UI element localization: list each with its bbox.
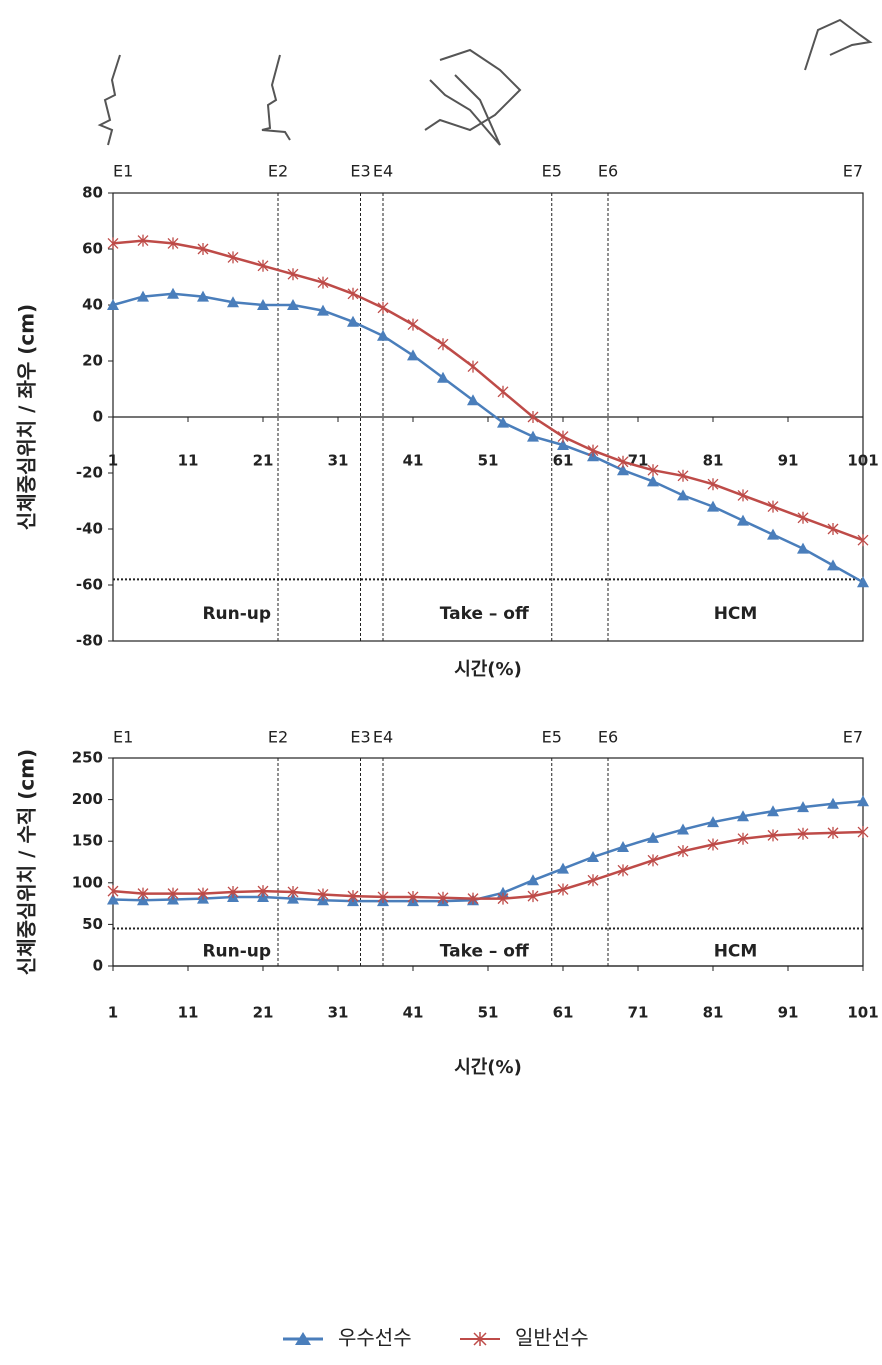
stick-figure — [805, 20, 870, 70]
marker — [378, 302, 388, 314]
x-tick-label: 1 — [108, 1004, 118, 1022]
phase-label: HCM — [714, 604, 758, 624]
event-label: E4 — [373, 728, 393, 747]
event-label: E6 — [598, 728, 618, 747]
x-tick-label: 21 — [253, 452, 274, 470]
marker — [408, 319, 418, 331]
stick-figure — [262, 55, 290, 140]
x-tick-label: 51 — [478, 1004, 499, 1022]
x-tick-label: 61 — [553, 1004, 574, 1022]
marker — [527, 431, 539, 442]
series-line: 일반선수 — [113, 832, 863, 899]
x-tick-label: 31 — [328, 452, 349, 470]
event-label: E4 — [373, 162, 393, 181]
marker — [767, 529, 779, 540]
y-tick-label: 20 — [82, 352, 103, 370]
x-tick-label: 11 — [178, 452, 199, 470]
x-tick-label: 51 — [478, 452, 499, 470]
phase-label: Run-up — [202, 604, 271, 624]
event-label: E7 — [843, 162, 863, 181]
y-tick-label: 0 — [93, 957, 103, 975]
stick-figure — [430, 75, 500, 145]
marker — [857, 576, 869, 587]
x-tick-label: 71 — [628, 1004, 649, 1022]
series-line: 우수선수 — [113, 294, 863, 582]
x-tick-label: 101 — [847, 1004, 878, 1022]
y-tick-label: 250 — [72, 749, 103, 767]
y-tick-label: -20 — [76, 464, 103, 482]
x-tick-label: 101 — [847, 452, 878, 470]
y-tick-label: 0 — [93, 408, 103, 426]
stick-figure — [100, 55, 120, 145]
phase-label: HCM — [714, 941, 758, 961]
marker — [407, 349, 419, 360]
marker — [558, 431, 568, 443]
y-tick-label: -60 — [76, 576, 103, 594]
y-tick-label: -80 — [76, 632, 103, 650]
marker — [737, 515, 749, 526]
event-label: E7 — [843, 728, 863, 747]
x-tick-label: 1 — [108, 452, 118, 470]
event-label: E5 — [542, 162, 562, 181]
x-tick-label: 41 — [403, 452, 424, 470]
x-axis-label: 시간(%) — [454, 1057, 522, 1078]
x-tick-label: 61 — [553, 452, 574, 470]
y-tick-label: 50 — [82, 915, 103, 933]
marker — [797, 543, 809, 554]
event-label: E1 — [113, 728, 133, 747]
x-tick-label: 11 — [178, 1004, 199, 1022]
legend: 우수선수 일반선수 — [283, 1326, 589, 1350]
y-tick-label: 60 — [82, 240, 103, 258]
series-line: 우수선수 — [113, 801, 863, 901]
x-tick-label: 81 — [703, 452, 724, 470]
event-label: E6 — [598, 162, 618, 181]
x-tick-label: 41 — [403, 1004, 424, 1022]
x-tick-label: 21 — [253, 1004, 274, 1022]
y-axis-label: 신체중심위치 / 수직 (cm) — [15, 749, 39, 975]
x-tick-label: 91 — [778, 1004, 799, 1022]
event-label: E2 — [268, 728, 288, 747]
marker — [677, 489, 689, 500]
event-label: E1 — [113, 162, 133, 181]
x-tick-label: 31 — [328, 1004, 349, 1022]
phase-label: Take – off — [440, 604, 529, 624]
y-tick-label: 80 — [82, 184, 103, 202]
x-axis-label: 시간(%) — [454, 659, 522, 680]
legend-label: 일반선수 — [515, 1326, 589, 1350]
y-tick-label: -40 — [76, 520, 103, 538]
stick-figures — [100, 20, 870, 145]
phase-label: Run-up — [202, 941, 271, 961]
x-tick-label: 91 — [778, 452, 799, 470]
event-label: E2 — [268, 162, 288, 181]
marker — [498, 386, 508, 398]
phase-label: Take – off — [440, 941, 529, 961]
x-tick-label: 81 — [703, 1004, 724, 1022]
y-tick-label: 40 — [82, 296, 103, 314]
y-axis-label: 신체중심위치 / 좌우 (cm) — [15, 304, 39, 530]
plot-frame — [113, 758, 863, 966]
y-tick-label: 200 — [72, 790, 103, 808]
marker — [377, 330, 389, 341]
marker — [468, 361, 478, 373]
event-label: E5 — [542, 728, 562, 747]
marker — [438, 338, 448, 350]
marker — [827, 559, 839, 570]
event-label: E3 — [350, 728, 370, 747]
event-label: E3 — [350, 162, 370, 181]
series-line: 일반선수 — [113, 241, 863, 541]
legend-label: 우수선수 — [338, 1326, 412, 1350]
figure: -80-60-40-200204060801112131415161718191… — [0, 0, 882, 1365]
y-tick-label: 100 — [72, 873, 103, 891]
y-tick-label: 150 — [72, 832, 103, 850]
